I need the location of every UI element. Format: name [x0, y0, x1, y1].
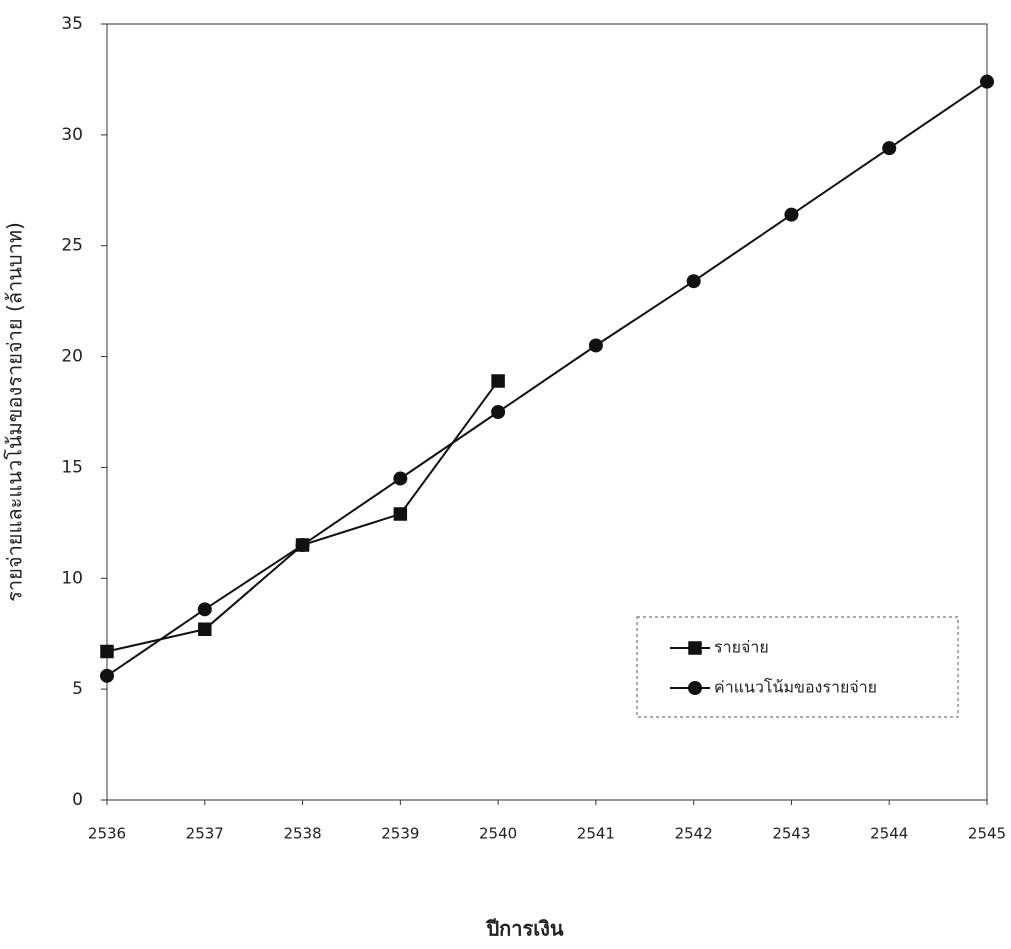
data-point — [980, 74, 994, 89]
x-tick-label: 2542 — [675, 825, 713, 843]
x-tick-label: 2539 — [381, 825, 419, 843]
y-tick-label: 20 — [61, 347, 83, 367]
data-point — [491, 374, 505, 388]
data-point — [100, 644, 114, 659]
x-tick-label: 2544 — [870, 825, 908, 843]
y-tick-label: 30 — [61, 125, 83, 145]
x-tick-label: 2538 — [283, 825, 321, 843]
x-axis-label: ปีการเงิน — [485, 917, 564, 941]
x-tick-label: 2541 — [577, 825, 615, 843]
data-point — [100, 668, 114, 683]
y-tick-label: 10 — [61, 568, 83, 588]
data-point — [393, 471, 408, 486]
data-point — [295, 538, 310, 553]
series-line — [106, 80, 988, 677]
data-point — [882, 141, 897, 156]
data-point — [393, 507, 408, 521]
legend-label: ค่าแนวโน้มของรายจ่าย — [714, 678, 877, 697]
legend-box — [636, 616, 959, 718]
legend-label: รายจ่าย — [714, 638, 769, 657]
data-point — [588, 338, 603, 353]
plot-frame — [106, 23, 988, 801]
data-point — [198, 622, 212, 637]
x-tick-label: 2536 — [88, 825, 126, 843]
y-axis-label: รายจ่ายและแนวโน้มของรายจ่าย (ล้านบาท) — [3, 222, 27, 602]
x-tick-label: 2543 — [772, 825, 810, 843]
data-point — [686, 274, 701, 289]
x-tick-label: 2545 — [968, 825, 1006, 843]
y-tick-label: 25 — [61, 236, 83, 256]
y-tick-label: 15 — [61, 457, 83, 477]
data-point — [197, 602, 212, 617]
data-point — [784, 207, 799, 222]
data-point — [491, 405, 506, 419]
y-tick-label: 0 — [72, 790, 83, 810]
series-line — [106, 380, 499, 653]
y-tick-label: 35 — [61, 14, 83, 34]
x-tick-label: 2537 — [186, 825, 224, 843]
legend-marker — [688, 681, 702, 695]
legend-marker — [688, 641, 702, 655]
x-tick-label: 2540 — [479, 825, 517, 843]
y-tick-label: 5 — [72, 679, 83, 699]
